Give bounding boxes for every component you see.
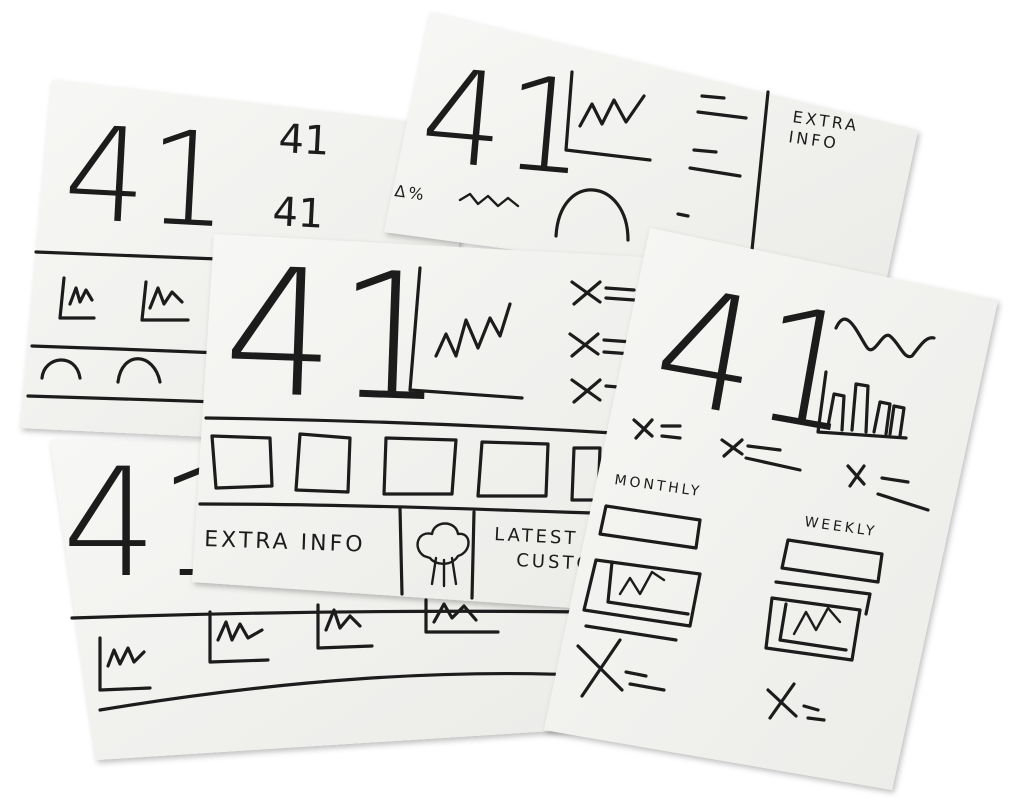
list-line xyxy=(676,212,690,218)
list-line xyxy=(696,110,748,120)
divider-line xyxy=(204,416,632,436)
line-chart-icon xyxy=(408,266,524,400)
big-number: 41 xyxy=(415,39,593,205)
monthly-panel xyxy=(582,504,702,642)
divider-line xyxy=(398,506,404,596)
sparkline-icon xyxy=(564,70,652,162)
delta-label: Δ% xyxy=(393,181,427,204)
divider-line xyxy=(98,671,600,712)
tree-icon xyxy=(416,522,470,588)
list-line xyxy=(692,148,718,154)
wave-chart-icon xyxy=(834,317,936,359)
paper-sheet xyxy=(544,228,998,790)
gauge-icon xyxy=(116,357,162,384)
checklist-icon xyxy=(568,280,636,404)
sheet-right: 41 MONTHLY WEEKLY xyxy=(544,228,998,790)
thumbnail-box xyxy=(294,432,352,494)
sparkline-icon xyxy=(424,598,500,634)
paper-sheet xyxy=(384,12,918,300)
sparkline-icon xyxy=(58,276,96,320)
divider-line xyxy=(470,510,476,600)
thumbnail-box xyxy=(210,434,274,490)
thumbnail-row xyxy=(210,432,602,502)
divider-line xyxy=(198,502,622,516)
big-number: 41 xyxy=(221,231,451,442)
small-number: 41 xyxy=(277,116,330,165)
latest-label: LATEST xyxy=(494,524,579,549)
divider-line xyxy=(750,90,770,252)
list-line xyxy=(700,94,726,100)
sparkline-icon xyxy=(316,603,374,650)
gauge-icon xyxy=(40,358,82,380)
sparkline-icon xyxy=(458,192,520,208)
checklist-icon xyxy=(576,638,826,722)
weekly-panel xyxy=(764,538,884,662)
gauge-icon xyxy=(554,188,630,242)
thumbnail-box xyxy=(382,436,458,496)
sheet-center: 41 EXTRA INFO LATEST CU xyxy=(192,231,662,612)
extra-info-label: EXTRA INFO xyxy=(204,527,366,558)
sparkline-icon xyxy=(140,280,190,322)
sparkline-icon xyxy=(208,610,270,664)
list-line xyxy=(688,166,742,178)
checklist-icon xyxy=(632,418,930,512)
thumbnail-box xyxy=(476,440,550,498)
bar-chart-icon xyxy=(816,370,908,440)
small-number: 41 xyxy=(271,189,324,238)
sparkline-icon xyxy=(98,636,152,692)
big-number: 41 xyxy=(60,97,233,257)
sheet-top-right: 41 EXTRA INFO Δ% xyxy=(384,12,918,300)
